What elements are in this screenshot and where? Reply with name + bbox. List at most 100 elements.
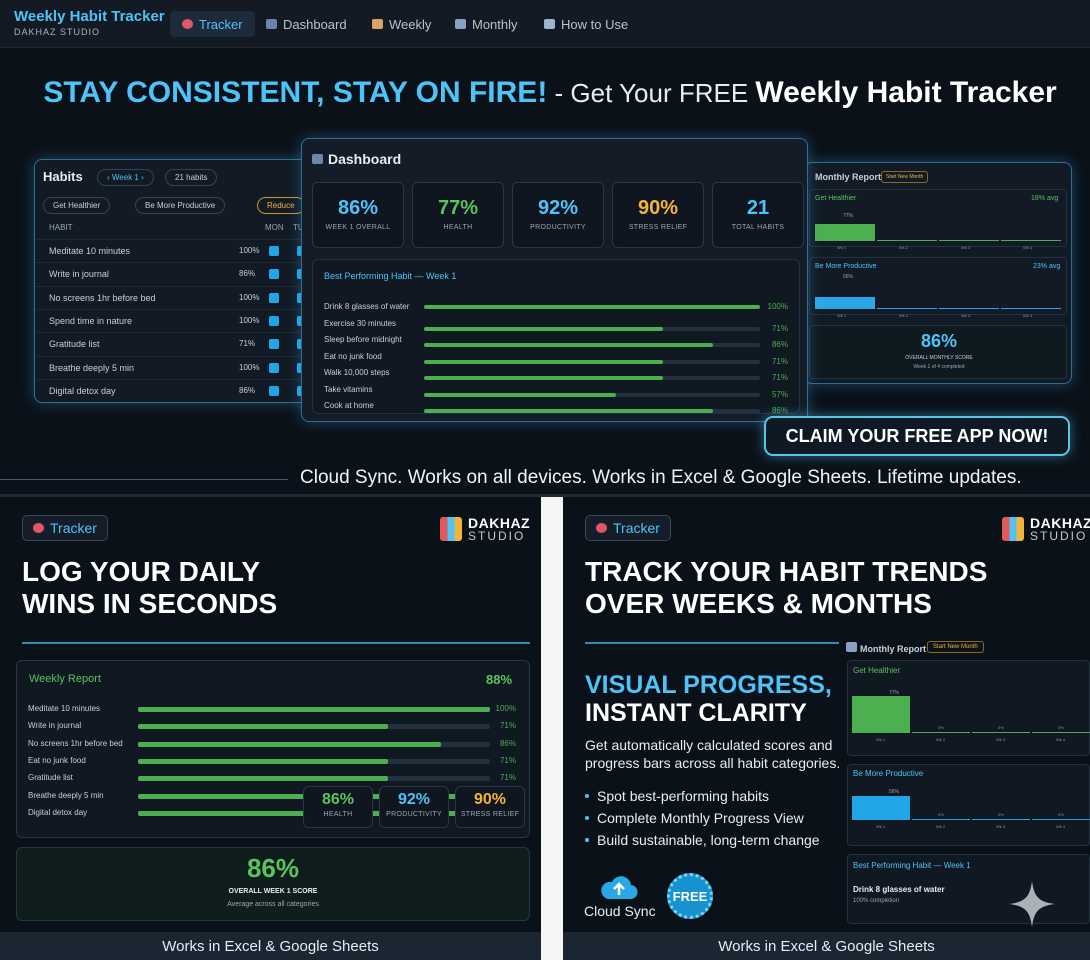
- best-habit-bar: [424, 409, 760, 413]
- target-icon: [596, 523, 607, 533]
- best-habit-bar-pct: 100%: [767, 302, 788, 311]
- monthly-healthier-group: [809, 189, 1067, 247]
- monthly-week-label: Wk 2: [899, 245, 909, 250]
- monthly-bar: [877, 240, 937, 241]
- stat-card: 92% PRODUCTIVITY: [512, 182, 604, 248]
- weekly-bar-pct: 100%: [495, 704, 516, 713]
- category-reduce[interactable]: Reduce: [257, 197, 305, 214]
- monthly-g2-title: Be More Productive: [815, 263, 877, 270]
- tue-checkbox[interactable]: [297, 246, 303, 256]
- tue-checkbox[interactable]: [297, 339, 303, 350]
- trend-week-label: Wk 3: [996, 737, 1006, 742]
- mon-checkbox[interactable]: [269, 339, 279, 350]
- free-badge: FREE: [667, 873, 713, 919]
- overlay-stat-value: 90%: [473, 791, 507, 808]
- habits-card: Habits ‹ Week 1 › 21 habits Get Healthie…: [34, 159, 315, 403]
- overlay-stat-card: 90% STRESS RELIEF: [455, 786, 525, 828]
- tab-monthly[interactable]: Monthly: [443, 11, 530, 37]
- chart-icon: [846, 642, 857, 652]
- overlay-stat-label: PRODUCTIVITY: [386, 811, 442, 818]
- best-habit-bar-pct: 57%: [771, 389, 788, 399]
- best-habit-box: [847, 854, 1090, 924]
- monthly-week-label: Wk 1: [837, 245, 847, 250]
- chip-label: Tracker: [613, 520, 660, 536]
- weekly-bar: [138, 707, 490, 712]
- monthly-week-label: Wk 4: [1023, 313, 1033, 318]
- hero-headline: STAY CONSISTENT, STAY ON FIRE! - Get You…: [0, 76, 1090, 110]
- overlay-stat-card: 92% PRODUCTIVITY: [379, 786, 449, 828]
- claim-app-button[interactable]: CLAIM YOUR FREE APP NOW!: [764, 416, 1070, 456]
- trend-bar: [912, 819, 970, 820]
- row-divider: [35, 285, 315, 287]
- weekly-bar-fill: [138, 707, 490, 712]
- target-icon: [33, 523, 44, 533]
- monthly-g1-title: Get Healthier: [815, 195, 857, 202]
- monthly-score-label: OVERALL MONTHLY SCORE: [905, 355, 973, 361]
- feature-line: Cloud Sync. Works on all devices. Works …: [300, 467, 1022, 488]
- habit-row-pct: 100%: [239, 292, 260, 302]
- gh-title: Get Healthier: [853, 666, 901, 675]
- tab-label: Weekly: [389, 16, 432, 32]
- tue-checkbox[interactable]: [297, 385, 303, 396]
- tab-weekly[interactable]: Weekly: [360, 11, 443, 37]
- week-selector[interactable]: ‹ Week 1 ›: [97, 169, 154, 186]
- monthly-week-label: Wk 3: [961, 313, 971, 318]
- category-label: Get Healthier: [53, 201, 101, 210]
- tue-checkbox[interactable]: [297, 315, 303, 326]
- category-productive[interactable]: Be More Productive: [135, 197, 226, 214]
- mon-checkbox[interactable]: [269, 385, 279, 396]
- tue-checkbox[interactable]: [297, 292, 303, 303]
- tab-tracker[interactable]: Tracker: [170, 11, 255, 37]
- tracker-chip: Tracker: [22, 515, 108, 541]
- mon-checkbox[interactable]: [269, 292, 279, 303]
- stat-value: 92%: [537, 197, 579, 219]
- start-month-button[interactable]: Start New Month: [927, 641, 984, 653]
- best-habit-bar-fill: [424, 326, 663, 331]
- bullet-dot: [585, 794, 589, 798]
- tab-label: How to Use: [561, 16, 629, 32]
- monthly-g1-avg: 18% avg: [1031, 195, 1059, 202]
- desc-line-1: Get automatically calculated scores and: [585, 737, 833, 753]
- logo-subtext: STUDIO: [468, 529, 526, 543]
- left-footer: Works in Excel & Google Sheets: [0, 932, 541, 960]
- logo-subtext: STUDIO: [1030, 529, 1088, 543]
- monthly-report-card: Monthly Report Start New Month Get Healt…: [804, 162, 1072, 384]
- left-promo-panel: Tracker DAKHAZ STUDIO LOG YOUR DAILY WIN…: [0, 497, 541, 960]
- tab-dashboard[interactable]: Dashboard: [254, 11, 359, 37]
- tab-label: Tracker: [199, 16, 243, 32]
- monthly-bar: [1001, 240, 1061, 241]
- mon-checkbox[interactable]: [269, 362, 279, 373]
- habit-row-pct: 86%: [239, 269, 256, 279]
- trend-week-label: Wk 2: [936, 737, 946, 742]
- trend-bar: [1032, 732, 1090, 733]
- overlay-stat-card: 86% HEALTH: [303, 786, 373, 828]
- stat-value: 77%: [437, 197, 479, 219]
- mon-checkbox[interactable]: [269, 246, 279, 256]
- trend-zero-label: 0%: [998, 812, 1004, 817]
- trend-week-label: Wk 2: [936, 824, 946, 829]
- mon-checkbox[interactable]: [269, 315, 279, 326]
- weekly-bar-pct: 71%: [499, 755, 516, 765]
- tue-checkbox[interactable]: [297, 362, 303, 373]
- best-habit-panel: [312, 259, 800, 414]
- cloud-sync-label: Cloud Sync: [584, 903, 656, 919]
- stat-label: TOTAL HABITS: [731, 224, 785, 231]
- category-get-healthier[interactable]: Get Healthier: [43, 197, 111, 214]
- bullet-dot: [585, 838, 589, 842]
- tab-how-to-use[interactable]: How to Use: [532, 11, 640, 37]
- start-month-button[interactable]: Start New Month: [881, 171, 929, 183]
- overall-score-box: [16, 847, 530, 921]
- habit-row-name: Breathe deeply 5 min: [49, 362, 135, 373]
- monthly-bar: [1001, 308, 1061, 309]
- dashboard-card: Dashboard 86% WEEK 1 OVERALL 77% HEALTH 92% P…: [301, 138, 808, 422]
- mr-header: Monthly Report: [846, 642, 926, 654]
- best-habit-bar-fill: [424, 376, 663, 380]
- row-divider: [35, 239, 315, 240]
- app-title: Weekly Habit Tracker: [14, 8, 165, 25]
- weekly-bar-label: No screens 1hr before bed: [28, 738, 123, 748]
- best-habit-bar-pct: 71%: [771, 356, 788, 366]
- dashboard-title: Dashboard: [328, 151, 402, 167]
- tue-checkbox[interactable]: [297, 269, 303, 280]
- trend-zero-label: 0%: [1058, 725, 1064, 730]
- mon-checkbox[interactable]: [269, 269, 279, 280]
